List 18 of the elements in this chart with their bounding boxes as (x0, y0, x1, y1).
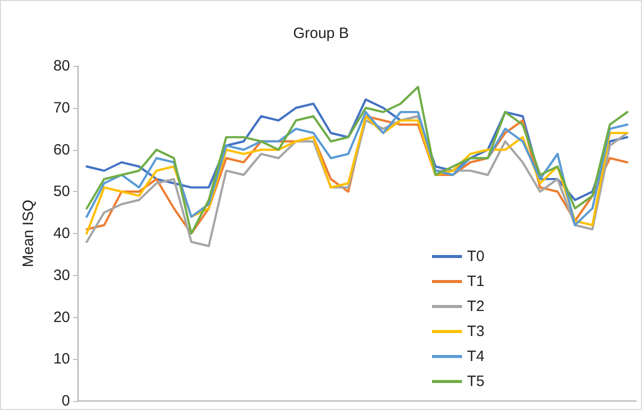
y-axis-title: Mean ISQ (20, 200, 37, 268)
legend-label: T3 (467, 323, 485, 340)
y-tick-label: 30 (53, 266, 70, 284)
y-tick-label: 20 (53, 308, 70, 326)
line-series (86, 86, 628, 235)
chart-title: Group B (293, 25, 349, 42)
legend-label: T5 (467, 373, 485, 390)
legend-label: T4 (467, 348, 485, 365)
y-tick-label: 70 (53, 99, 70, 116)
legend-label: T2 (467, 298, 485, 315)
legend-label: T1 (467, 273, 485, 290)
y-tick-label: 60 (53, 141, 70, 158)
y-tick-label: 0 (62, 392, 70, 410)
y-tick-label: 40 (53, 225, 70, 242)
y-tick-label: 80 (53, 58, 70, 74)
y-tick-label: 50 (53, 183, 70, 200)
legend-label: T0 (467, 248, 485, 265)
y-tick-label: 10 (53, 350, 70, 368)
